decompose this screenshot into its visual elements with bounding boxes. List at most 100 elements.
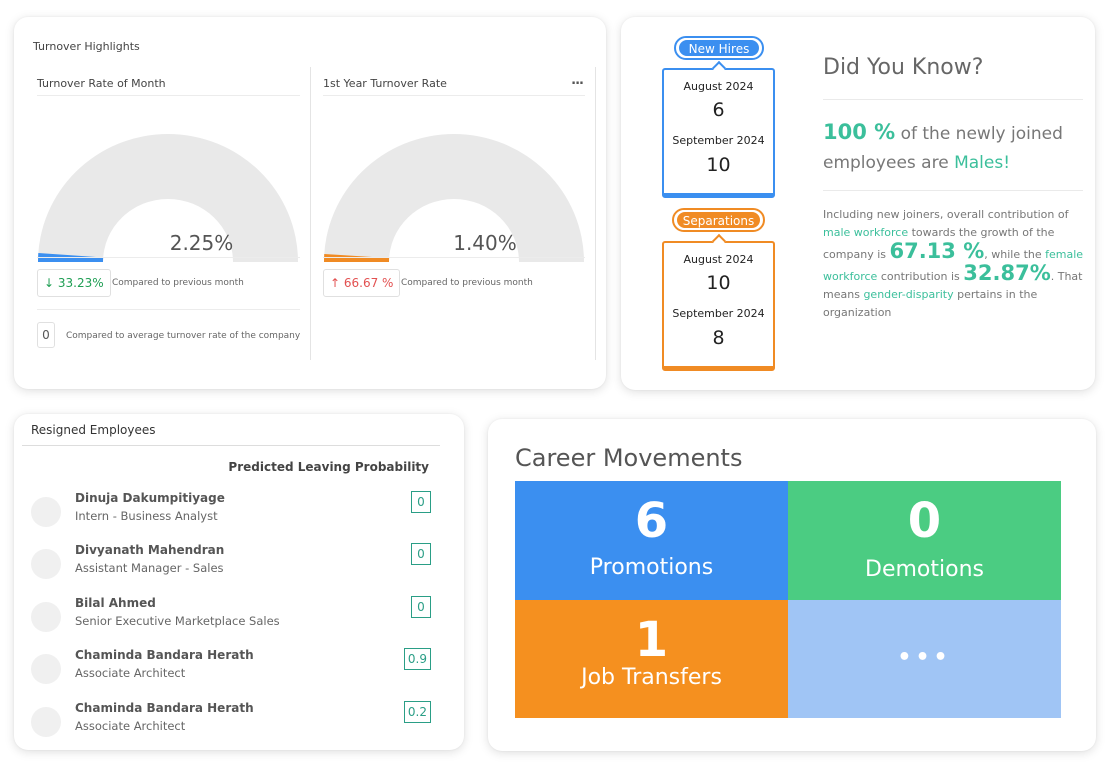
arrow-up-icon: ↑: [330, 276, 341, 290]
detail-highlight: female workforce: [823, 248, 1084, 283]
resigned-employees-title: Resigned Employees: [31, 423, 156, 437]
avatar: [31, 549, 61, 579]
promotions-tile[interactable]: 6 Promotions: [515, 481, 788, 600]
did-you-know-title: Did You Know?: [823, 55, 984, 80]
first-year-change-badge: ↑ 66.67 %: [323, 269, 401, 297]
employee-name: Chaminda Bandara Herath: [75, 648, 254, 662]
hires-count-1: 6: [712, 99, 725, 121]
employee-row[interactable]: Bilal Ahmed Senior Executive Marketplace…: [31, 596, 431, 636]
detail-text: , while the: [984, 248, 1042, 261]
leaving-probability-header: Predicted Leaving Probability: [228, 460, 429, 474]
monthly-change-badge: ↓ 33.23%: [37, 269, 111, 297]
first-year-change-value: 66.67 %: [343, 276, 394, 290]
more-movements-tile[interactable]: •••: [788, 600, 1061, 718]
arrow-down-icon: ↓: [44, 276, 55, 290]
divider: [323, 257, 585, 258]
did-you-know-headline: 100 % of the newly joined employees are …: [823, 118, 1083, 178]
leaving-probability-badge: 0: [411, 543, 431, 565]
divider: [823, 190, 1083, 191]
hires-count-2: 10: [706, 154, 731, 176]
promotions-label: Promotions: [589, 555, 714, 580]
employee-role: Intern - Business Analyst: [75, 509, 218, 523]
separations-count-1: 10: [706, 272, 731, 294]
more-dots-icon: •••: [897, 645, 952, 670]
employee-name: Chaminda Bandara Herath: [75, 701, 254, 715]
employee-row[interactable]: Chaminda Bandara Herath Associate Archit…: [31, 648, 431, 688]
tag-notch: [711, 233, 727, 249]
demotions-tile[interactable]: 0 Demotions: [788, 481, 1061, 600]
job-transfers-tile[interactable]: 1 Job Transfers: [515, 600, 788, 718]
first-year-turnover-panel: 1st Year Turnover Rate ... 1.40% ↑ 66.67…: [319, 67, 596, 360]
new-hires-tag-outline: [674, 36, 764, 60]
male-workforce-percentage: 67.13 %: [889, 239, 985, 263]
separations-count-2: 8: [712, 327, 725, 349]
avatar: [31, 707, 61, 737]
gauge-track: [324, 134, 584, 262]
headline-highlight: Males!: [954, 153, 1011, 173]
avatar: [31, 654, 61, 684]
career-movements-title: Career Movements: [515, 444, 743, 472]
divider: [22, 445, 440, 446]
divider: [37, 309, 300, 310]
leaving-probability-badge: 0: [411, 596, 431, 618]
promotions-count: 6: [634, 493, 669, 549]
employee-role: Assistant Manager - Sales: [75, 561, 224, 575]
new-hires-tag: New Hires: [677, 38, 761, 58]
average-turnover-note: Compared to average turnover rate of the…: [66, 331, 301, 341]
hires-month-1: August 2024: [683, 80, 754, 93]
first-year-turnover-value: 1.40%: [453, 231, 517, 255]
divider: [323, 95, 585, 96]
separations-tag-outline: [672, 208, 765, 232]
employee-role: Associate Architect: [75, 666, 186, 680]
hires-month-2: September 2024: [672, 134, 765, 147]
employee-name: Bilal Ahmed: [75, 596, 156, 610]
resigned-employees-card: Resigned Employees Predicted Leaving Pro…: [14, 414, 464, 750]
demotions-label: Demotions: [865, 557, 984, 582]
separations-box: August 2024 10 September 2024 8: [662, 233, 775, 371]
monthly-turnover-value: 2.25%: [169, 231, 234, 255]
average-turnover-badge: 0: [37, 322, 55, 348]
detail-highlight: male workforce: [823, 226, 909, 239]
did-you-know-detail: Including new joiners, overall contribut…: [823, 206, 1085, 322]
employee-name: Divyanath Mahendran: [75, 543, 225, 557]
job-transfers-label: Job Transfers: [581, 665, 722, 690]
detail-text: Including new joiners, overall contribut…: [823, 208, 1069, 221]
separations-month-2: September 2024: [672, 307, 765, 320]
job-transfers-count: 1: [634, 612, 669, 668]
leaving-probability-badge: 0.2: [403, 701, 431, 723]
divider: [37, 95, 300, 96]
turnover-card-title: Turnover Highlights: [33, 40, 140, 53]
employee-role: Senior Executive Marketplace Sales: [75, 614, 280, 628]
detail-text: pertains in the organization: [823, 288, 1038, 319]
divider: [37, 257, 300, 258]
divider: [823, 99, 1083, 100]
avatar: [31, 497, 61, 527]
new-hires-box: August 2024 6 September 2024 10: [662, 60, 775, 198]
first-year-change-note: Compared to previous month: [401, 278, 533, 288]
did-you-know-card: New Hires August 2024 6 September 2024 1…: [621, 17, 1095, 390]
employee-role: Associate Architect: [75, 719, 186, 733]
career-movements-card: Career Movements 6 Promotions 0 Demotion…: [488, 419, 1096, 751]
tag-notch: [711, 60, 727, 76]
separations-tag: Separations: [675, 210, 762, 230]
monthly-change-value: 33.23%: [57, 276, 104, 290]
employee-row[interactable]: Dinuja Dakumpitiyage Intern - Business A…: [31, 491, 431, 531]
employee-row[interactable]: Divyanath Mahendran Assistant Manager - …: [31, 543, 431, 583]
employee-row[interactable]: Chaminda Bandara Herath Associate Archit…: [31, 701, 431, 741]
separations-month-1: August 2024: [683, 253, 754, 266]
leaving-probability-badge: 0: [411, 491, 431, 513]
monthly-change-note: Compared to previous month: [112, 278, 244, 288]
female-workforce-percentage: 32.87%: [963, 261, 1051, 285]
employee-name: Dinuja Dakumpitiyage: [75, 491, 225, 505]
detail-highlight: gender-disparity: [863, 288, 954, 301]
leaving-probability-badge: 0.9: [403, 648, 431, 670]
monthly-turnover-panel: Turnover Rate of Month 2.25% ↓ 33.23% Co…: [33, 67, 311, 360]
avatar: [31, 602, 61, 632]
monthly-turnover-title: Turnover Rate of Month: [37, 77, 166, 90]
more-options-icon[interactable]: ...: [571, 73, 584, 88]
turnover-highlights-card: Turnover Highlights Turnover Rate of Mon…: [14, 17, 606, 389]
first-year-turnover-title: 1st Year Turnover Rate: [323, 77, 447, 90]
new-joiner-male-percentage: 100 %: [823, 120, 896, 144]
detail-text: . That means: [823, 270, 1083, 301]
gauge-track: [38, 134, 298, 262]
